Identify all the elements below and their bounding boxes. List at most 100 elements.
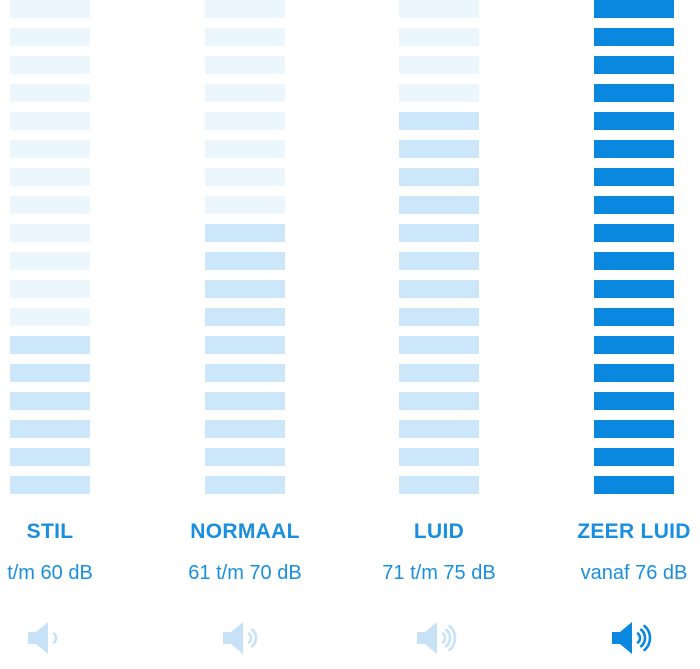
meter-bar: [399, 84, 479, 102]
meter-bar: [205, 112, 285, 130]
level-range-stil: t/m 60 dB: [7, 562, 93, 584]
level-label-stil: STIL: [26, 520, 74, 543]
meter-bar: [10, 112, 90, 130]
meter-bar: [594, 56, 674, 74]
sound-wave: [250, 628, 258, 648]
sound-wave: [52, 632, 58, 644]
meter-bar: [205, 0, 285, 18]
meter-bar: [10, 476, 90, 494]
sound-wave: [639, 628, 647, 648]
level-column-luid: LUID 71 t/m 75 dB: [359, 0, 519, 669]
speaker-body: [28, 622, 48, 654]
meter-bar: [399, 392, 479, 410]
meter-bar: [399, 168, 479, 186]
meter-bar: [10, 336, 90, 354]
meter-bar: [10, 84, 90, 102]
level-range-zeer-luid: vanaf 76 dB: [580, 562, 688, 584]
meter-bar: [205, 28, 285, 46]
meter-bar: [205, 448, 285, 466]
sound-wave: [636, 632, 642, 644]
meter-bar: [205, 476, 285, 494]
meter-bar: [399, 56, 479, 74]
meter-bar: [594, 224, 674, 242]
level-label-normaal: NORMAAL: [190, 520, 300, 543]
level-range-luid: 71 t/m 75 dB: [382, 562, 496, 584]
meter-bar: [594, 0, 674, 18]
speaker-max-icon: [612, 622, 652, 654]
level-label-zeer-luid: ZEER LUID: [577, 520, 691, 543]
level-column-normaal: NORMAAL 61 t/m 70 dB: [165, 0, 325, 669]
meter-bar: [594, 308, 674, 326]
meter-bar: [594, 168, 674, 186]
meter-bar: [594, 140, 674, 158]
meter-bar: [10, 168, 90, 186]
meter-bar: [10, 56, 90, 74]
sound-wave: [448, 624, 457, 652]
meter-bar: [594, 112, 674, 130]
meter-bar: [10, 448, 90, 466]
meter-bar: [10, 0, 90, 18]
meter-bar: [594, 28, 674, 46]
meter-bar: [205, 140, 285, 158]
meter-bar: [399, 0, 479, 18]
sound-wave: [247, 632, 253, 644]
meter-bar: [205, 84, 285, 102]
meter-bar: [10, 196, 90, 214]
meter-bar: [594, 84, 674, 102]
level-label-luid: LUID: [413, 520, 465, 543]
meter-bar: [594, 448, 674, 466]
meter-bar: [205, 308, 285, 326]
meter-bar: [594, 476, 674, 494]
meter-bar: [10, 252, 90, 270]
meter-bar: [205, 420, 285, 438]
meter-bar: [10, 280, 90, 298]
level-column-stil: STIL t/m 60 dB: [0, 0, 130, 669]
meter-bar: [399, 112, 479, 130]
meter-bar: [205, 56, 285, 74]
meter-bar: [205, 336, 285, 354]
meter-bar: [205, 168, 285, 186]
meter-bar: [399, 196, 479, 214]
meter-bar: [594, 336, 674, 354]
speaker-medium-icon: [223, 622, 258, 654]
meter-bar: [399, 280, 479, 298]
meter-bar: [10, 140, 90, 158]
meter-bar: [205, 224, 285, 242]
meter-bar: [594, 252, 674, 270]
meter-bar: [399, 28, 479, 46]
meter-bar: [205, 364, 285, 382]
meter-bar: [399, 364, 479, 382]
meter-bar: [399, 336, 479, 354]
meter-bar: [594, 364, 674, 382]
meter-bar: [594, 420, 674, 438]
meter-bar: [10, 420, 90, 438]
meter-bar: [594, 196, 674, 214]
meter-bar: [399, 140, 479, 158]
speaker-body: [417, 622, 437, 654]
meter-bar: [10, 392, 90, 410]
meter-bar: [10, 308, 90, 326]
meter-bar: [594, 392, 674, 410]
meter-bar: [399, 224, 479, 242]
meter-bar: [399, 420, 479, 438]
speaker-body: [223, 622, 243, 654]
meter-bar: [205, 280, 285, 298]
meter-bar: [205, 196, 285, 214]
meter-bar: [205, 252, 285, 270]
meter-bar: [399, 476, 479, 494]
meter-bar: [399, 308, 479, 326]
meter-bar: [10, 224, 90, 242]
sound-wave: [643, 624, 652, 652]
meter-bar: [399, 252, 479, 270]
meter-bar: [594, 280, 674, 298]
meter-bar: [399, 448, 479, 466]
sound-wave: [441, 632, 447, 644]
meter-bar: [10, 364, 90, 382]
speaker-body: [612, 622, 632, 654]
level-column-zeer-luid: ZEER LUID vanaf 76 dB: [554, 0, 700, 669]
speaker-high-icon: [417, 622, 457, 654]
speaker-low-icon: [28, 622, 58, 654]
level-range-normaal: 61 t/m 70 dB: [188, 562, 302, 584]
meter-bar: [10, 28, 90, 46]
sound-wave: [444, 628, 452, 648]
